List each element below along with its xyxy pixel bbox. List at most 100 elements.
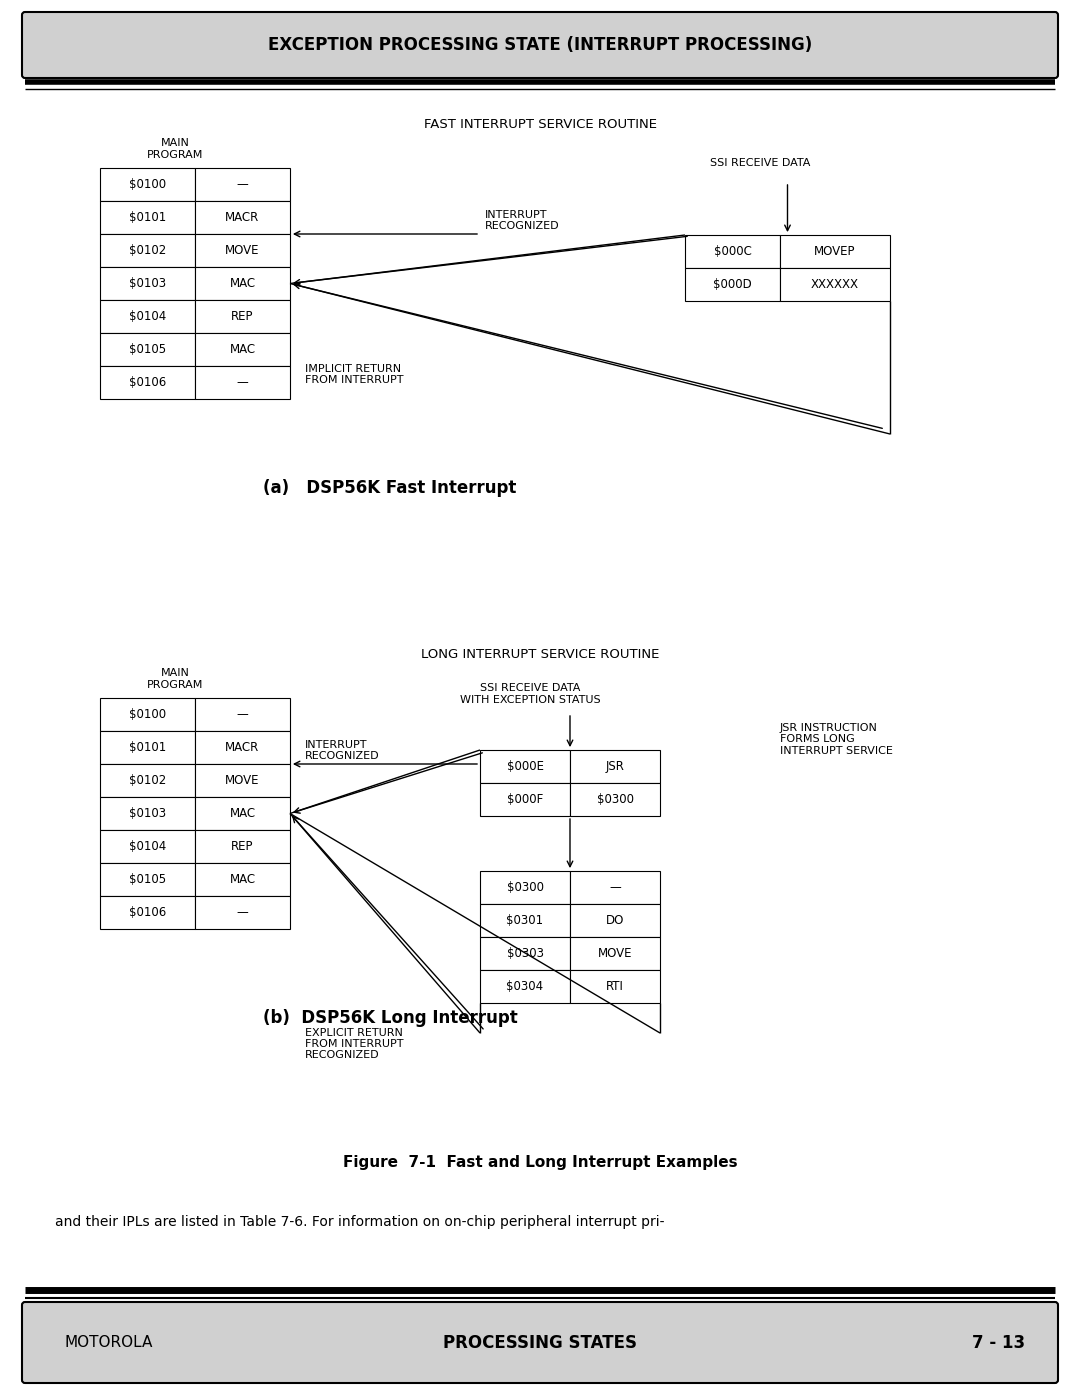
Bar [195,235,291,267]
Bar [480,904,570,937]
Text: EXPLICIT RETURN
FROM INTERRUPT
RECOGNIZED: EXPLICIT RETURN FROM INTERRUPT RECOGNIZE… [305,1028,404,1059]
Bar [780,268,890,300]
Text: 7 - 13: 7 - 13 [972,1334,1025,1351]
Text: $000E: $000E [507,760,543,773]
Text: $000D: $000D [713,278,752,291]
Text: $0103: $0103 [129,807,166,820]
FancyBboxPatch shape [22,13,1058,78]
Text: $0304: $0304 [507,981,543,993]
Bar [480,937,570,970]
Text: —: — [237,907,248,919]
Bar [195,895,291,929]
Bar [195,830,291,863]
Text: (a)   DSP56K Fast Interrupt: (a) DSP56K Fast Interrupt [264,479,516,497]
Text: $0100: $0100 [129,177,166,191]
Bar [100,366,195,400]
Text: $0100: $0100 [129,708,166,721]
Bar [195,764,291,798]
Bar [100,895,195,929]
Text: $0300: $0300 [507,882,543,894]
Text: INTERRUPT
RECOGNIZED: INTERRUPT RECOGNIZED [305,740,380,761]
Bar [195,300,291,332]
Bar [570,870,660,904]
Text: (b)  DSP56K Long Interrupt: (b) DSP56K Long Interrupt [262,1009,517,1027]
Text: $0105: $0105 [129,873,166,886]
Text: MOTOROLA: MOTOROLA [65,1336,153,1350]
Bar [100,863,195,895]
Text: $0102: $0102 [129,244,166,257]
Text: SSI RECEIVE DATA
WITH EXCEPTION STATUS: SSI RECEIVE DATA WITH EXCEPTION STATUS [460,683,600,704]
Bar [480,750,570,782]
Bar [195,698,291,731]
Bar [480,782,570,816]
Text: XXXXXX: XXXXXX [811,278,859,291]
Text: —: — [237,376,248,388]
Bar [780,235,890,268]
Text: $000C: $000C [714,244,752,258]
Text: $0104: $0104 [129,310,166,323]
Bar [100,830,195,863]
Bar [195,332,291,366]
Text: MAIN
PROGRAM: MAIN PROGRAM [147,668,203,690]
Text: —: — [609,882,621,894]
Text: and their IPLs are listed in Table 7-6. For information on on-chip peripheral in: and their IPLs are listed in Table 7-6. … [55,1215,664,1229]
Bar [570,750,660,782]
Text: $000F: $000F [507,793,543,806]
Text: INTERRUPT
RECOGNIZED: INTERRUPT RECOGNIZED [485,210,559,231]
Bar [570,970,660,1003]
Bar [570,904,660,937]
Text: JSR: JSR [606,760,624,773]
Bar [195,168,291,201]
Bar [480,870,570,904]
Text: EXCEPTION PROCESSING STATE (INTERRUPT PROCESSING): EXCEPTION PROCESSING STATE (INTERRUPT PR… [268,36,812,54]
Bar [100,332,195,366]
Bar [100,201,195,235]
Text: MAIN
PROGRAM: MAIN PROGRAM [147,138,203,159]
Text: PROCESSING STATES: PROCESSING STATES [443,1334,637,1351]
Text: —: — [237,708,248,721]
Bar [100,267,195,300]
Text: RTI: RTI [606,981,624,993]
Bar [685,268,780,300]
Text: MAC: MAC [229,873,256,886]
Bar [195,267,291,300]
Text: MAC: MAC [229,277,256,291]
Text: $0101: $0101 [129,740,166,754]
Text: $0101: $0101 [129,211,166,224]
Text: MAC: MAC [229,344,256,356]
Text: JSR INSTRUCTION
FORMS LONG
INTERRUPT SERVICE: JSR INSTRUCTION FORMS LONG INTERRUPT SER… [780,722,893,756]
Text: MACR: MACR [226,740,259,754]
Bar [570,937,660,970]
Text: FAST INTERRUPT SERVICE ROUTINE: FAST INTERRUPT SERVICE ROUTINE [423,117,657,131]
Text: $0106: $0106 [129,376,166,388]
Bar [100,300,195,332]
Text: $0103: $0103 [129,277,166,291]
Bar [195,798,291,830]
Text: Figure  7-1  Fast and Long Interrupt Examples: Figure 7-1 Fast and Long Interrupt Examp… [342,1155,738,1171]
Text: $0301: $0301 [507,914,543,928]
Bar [100,731,195,764]
Text: $0104: $0104 [129,840,166,854]
Text: $0303: $0303 [507,947,543,960]
Bar [685,235,780,268]
Text: MOVE: MOVE [226,774,260,787]
Text: MOVEP: MOVEP [814,244,855,258]
Text: MACR: MACR [226,211,259,224]
Bar [570,782,660,816]
FancyBboxPatch shape [22,1302,1058,1383]
Text: MAC: MAC [229,807,256,820]
Text: REP: REP [231,310,254,323]
Text: MOVE: MOVE [226,244,260,257]
Bar [195,863,291,895]
Text: —: — [237,177,248,191]
Bar [100,698,195,731]
Text: DO: DO [606,914,624,928]
Text: $0102: $0102 [129,774,166,787]
Text: SSI RECEIVE DATA: SSI RECEIVE DATA [710,158,810,168]
Text: MOVE: MOVE [597,947,632,960]
Bar [195,201,291,235]
Bar [100,235,195,267]
Text: LONG INTERRUPT SERVICE ROUTINE: LONG INTERRUPT SERVICE ROUTINE [421,648,659,661]
Text: IMPLICIT RETURN
FROM INTERRUPT: IMPLICIT RETURN FROM INTERRUPT [305,365,404,386]
Text: $0105: $0105 [129,344,166,356]
